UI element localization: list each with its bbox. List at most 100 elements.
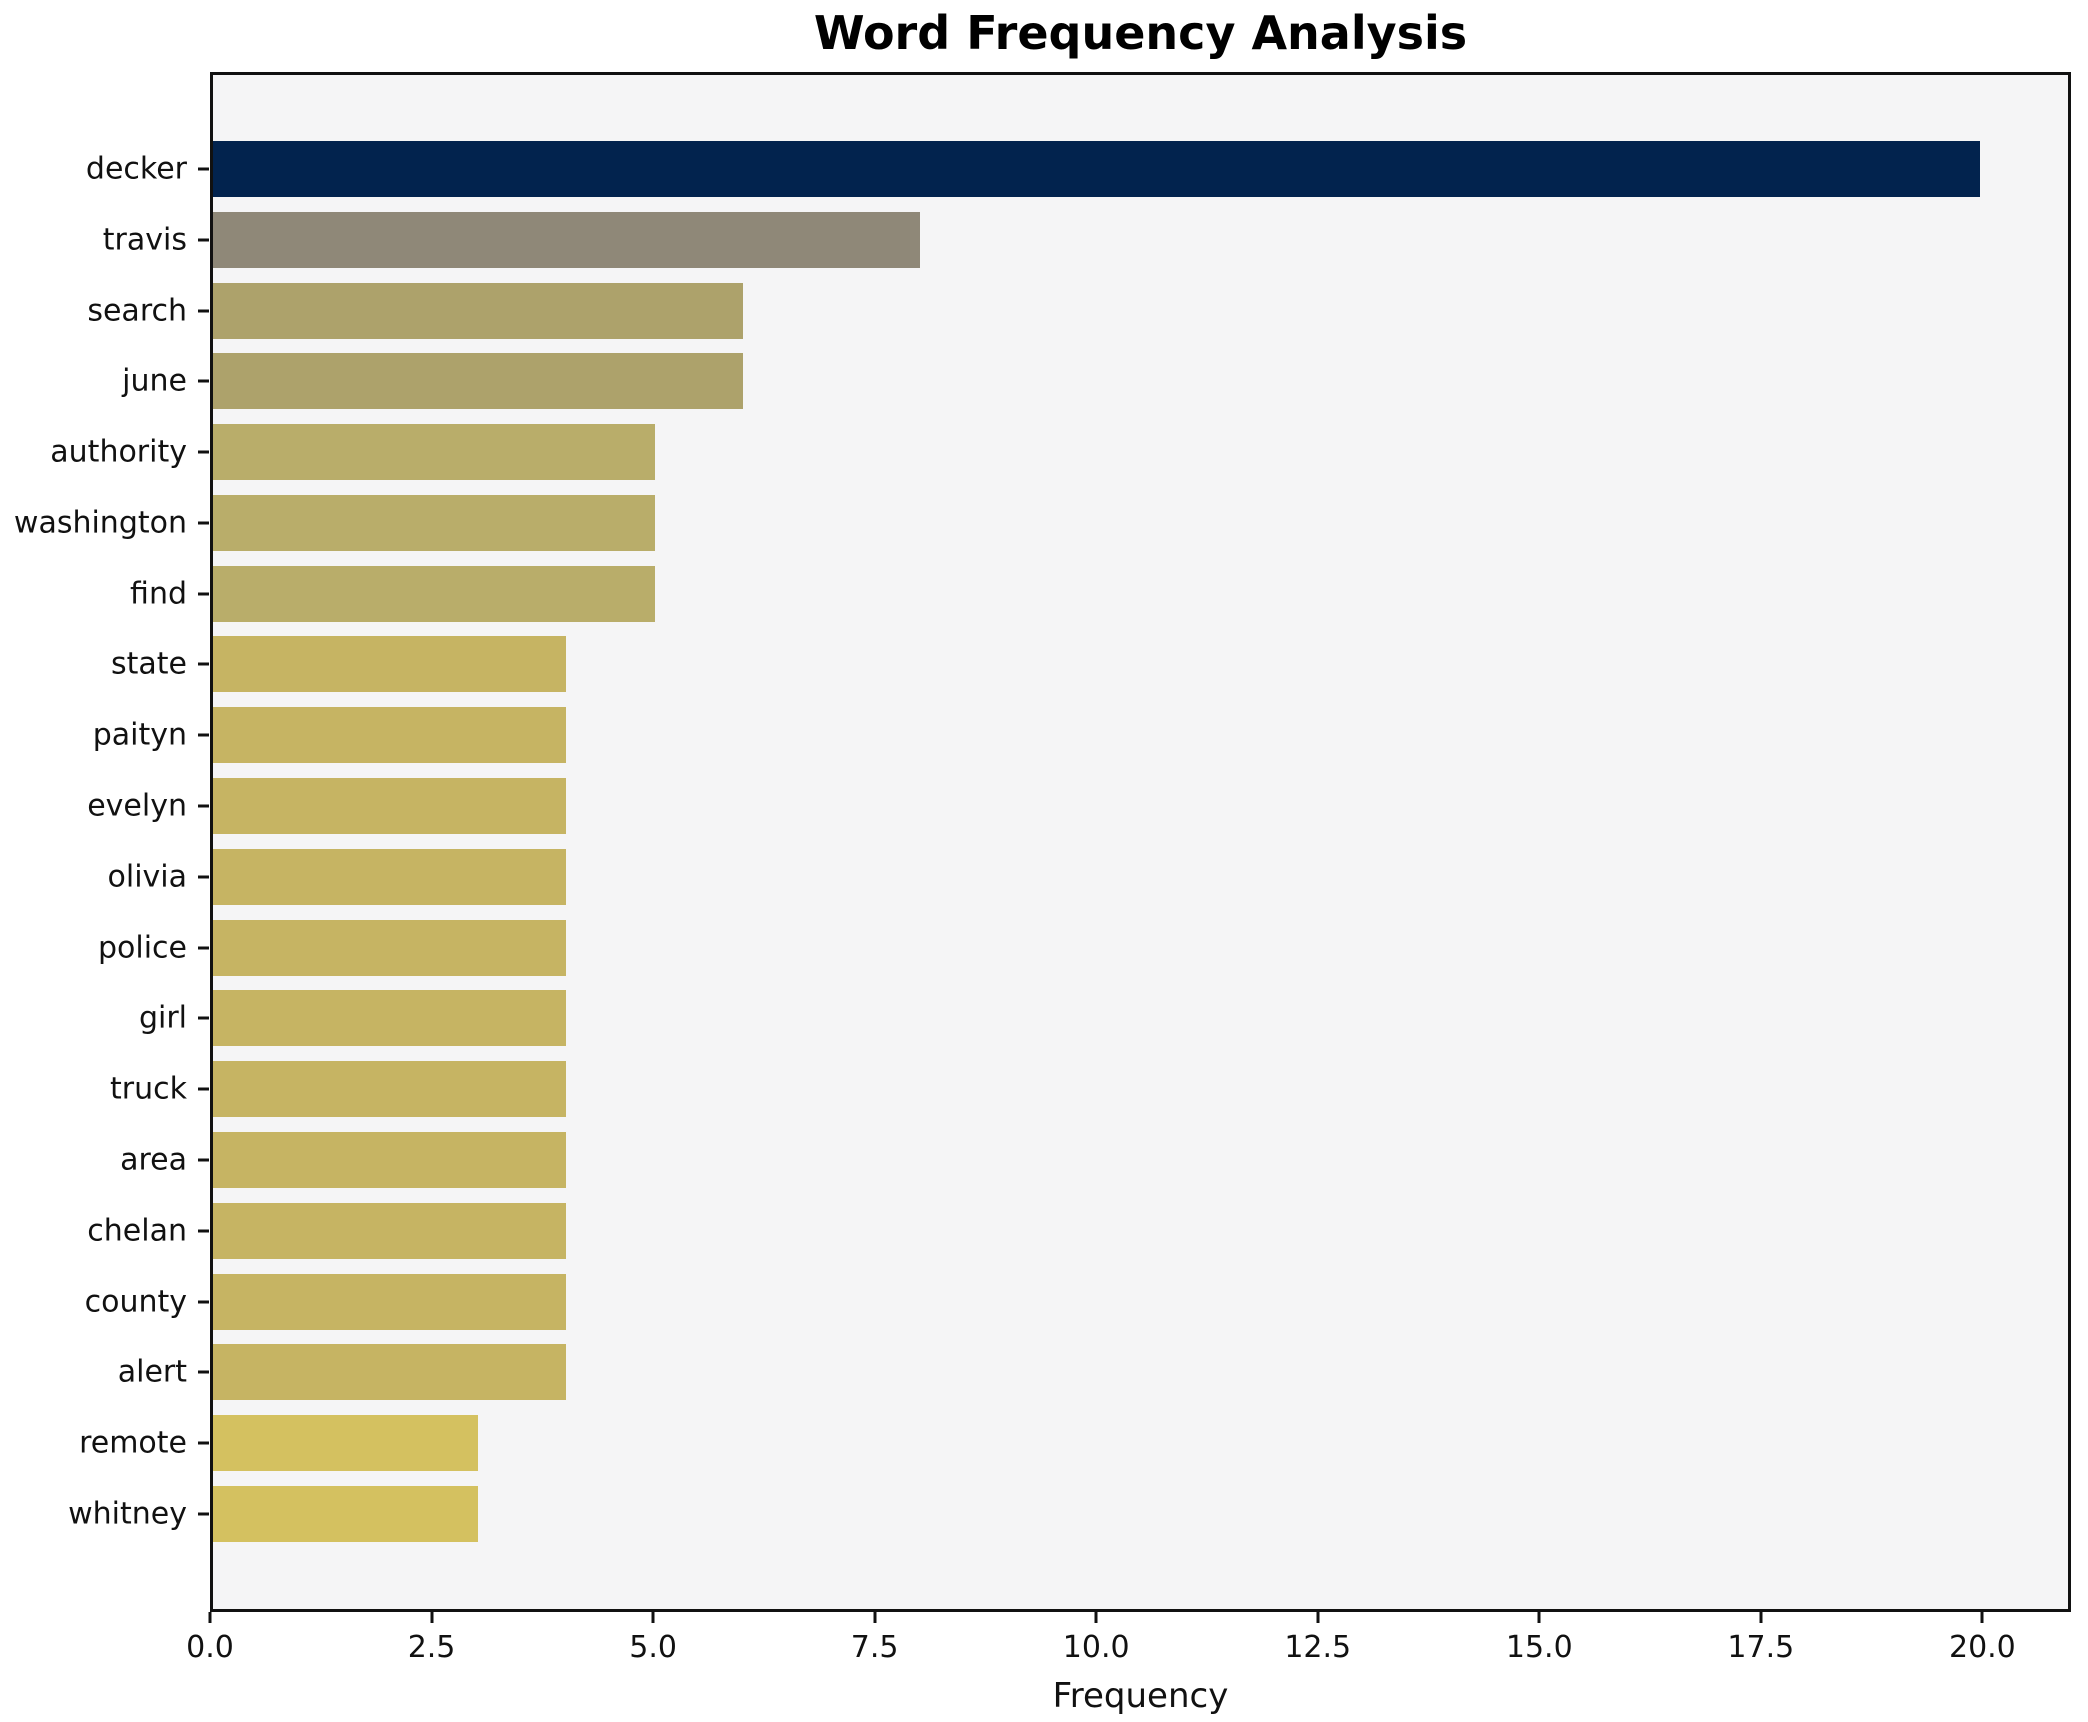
y-tick-label: chelan	[87, 1213, 187, 1249]
bar	[213, 1485, 478, 1542]
y-tick	[198, 1300, 209, 1303]
x-tick	[430, 1612, 434, 1623]
y-tick-label: police	[97, 930, 187, 966]
bar	[213, 565, 655, 622]
x-tick-label: 20.0	[1948, 1630, 2016, 1665]
y-tick-label: decker	[85, 151, 187, 187]
y-tick	[198, 309, 209, 313]
y-tick-label: truck	[110, 1071, 187, 1107]
bar-row: chelan	[87, 1202, 2068, 1259]
y-tick-label: paityn	[92, 717, 187, 753]
y-tick	[198, 1087, 209, 1091]
bar	[213, 1273, 567, 1330]
y-tick-label: girl	[138, 1000, 187, 1036]
y-tick	[198, 875, 209, 879]
y-tick	[198, 1158, 209, 1162]
bar	[213, 353, 743, 410]
bar	[213, 282, 743, 339]
x-tick	[651, 1612, 655, 1623]
bar	[213, 848, 567, 905]
bar	[213, 1415, 478, 1472]
y-tick-label: washington	[13, 505, 187, 541]
bar-row: state	[111, 636, 2068, 693]
y-tick-label: olivia	[107, 859, 188, 895]
y-tick-label: county	[84, 1284, 187, 1319]
bar	[213, 990, 567, 1047]
x-tick-label: 0.0	[186, 1630, 234, 1665]
bar-row: paityn	[93, 707, 2068, 764]
y-tick	[198, 1512, 209, 1516]
y-tick	[198, 733, 209, 737]
x-tick	[1537, 1612, 1541, 1623]
y-tick	[198, 946, 209, 950]
x-tick-label: 17.5	[1727, 1630, 1795, 1665]
x-tick	[1316, 1612, 1320, 1623]
bar-row: evelyn	[87, 778, 2068, 835]
bar-row: washington	[14, 494, 2068, 551]
bar-row: area	[120, 1131, 2068, 1188]
chart-title: Word Frequency Analysis	[813, 6, 1468, 60]
y-tick	[198, 450, 209, 454]
bar-row: authority	[50, 424, 2068, 481]
y-tick-label: june	[122, 363, 187, 399]
bar	[213, 1202, 567, 1259]
x-tick	[1980, 1612, 1984, 1623]
bar-row: decker	[86, 141, 2068, 197]
y-tick	[198, 238, 209, 242]
y-tick	[198, 1370, 209, 1374]
bar	[213, 707, 567, 764]
bar-row: truck	[110, 1061, 2068, 1118]
y-tick-label: whitney	[68, 1496, 187, 1532]
plot-area: decker travis search june authority washingto…	[14, 72, 2071, 1612]
y-tick	[198, 1441, 209, 1445]
bar-row: alert	[118, 1344, 2068, 1401]
y-tick-label: area	[120, 1142, 187, 1178]
y-tick	[198, 1016, 209, 1020]
x-tick	[873, 1612, 877, 1623]
y-tick-label: search	[87, 293, 187, 329]
y-tick-label: alert	[117, 1354, 187, 1390]
x-tick	[1094, 1612, 1098, 1623]
x-tick-label: 7.5	[850, 1630, 899, 1665]
bar	[213, 141, 1980, 197]
x-axis-label: Frequency	[1052, 1676, 1229, 1716]
bar-row: remote	[79, 1415, 2068, 1472]
bar-row: girl	[139, 990, 2068, 1047]
y-tick-label: remote	[79, 1425, 187, 1461]
x-tick-label: 2.5	[407, 1630, 456, 1665]
y-tick-label: evelyn	[87, 788, 187, 824]
y-tick	[198, 167, 209, 171]
bar	[213, 919, 567, 976]
x-tick-label: 12.5	[1284, 1630, 1352, 1665]
y-tick	[198, 379, 209, 383]
bar	[213, 424, 655, 481]
x-tick-label: 15.0	[1505, 1630, 1573, 1665]
x-tick-label: 10.0	[1062, 1630, 1130, 1665]
bar-row: county	[85, 1273, 2068, 1330]
y-tick-label: find	[130, 576, 187, 612]
y-tick	[198, 662, 209, 666]
bar-row: olivia	[108, 848, 2068, 905]
bar	[213, 636, 567, 693]
y-tick-label: travis	[102, 222, 187, 258]
bar	[213, 1131, 567, 1188]
bars-layer: decker travis search june authority washingto…	[14, 141, 2068, 1542]
y-tick	[198, 592, 209, 596]
bar-row: whitney	[68, 1485, 2068, 1542]
bar	[213, 778, 567, 835]
y-tick-label: authority	[50, 434, 187, 470]
bar-row: search	[87, 282, 2068, 339]
bar-row: june	[122, 353, 2068, 410]
x-tick	[208, 1612, 212, 1623]
bar-row: travis	[103, 211, 2068, 268]
y-tick	[198, 804, 209, 808]
bar	[213, 1344, 567, 1401]
bar	[213, 211, 920, 268]
bar	[213, 1061, 567, 1118]
bar	[213, 494, 655, 551]
x-tick	[1759, 1612, 1763, 1623]
x-tick-label: 5.0	[629, 1630, 677, 1665]
y-tick-label: state	[111, 646, 187, 682]
y-tick	[198, 521, 209, 525]
